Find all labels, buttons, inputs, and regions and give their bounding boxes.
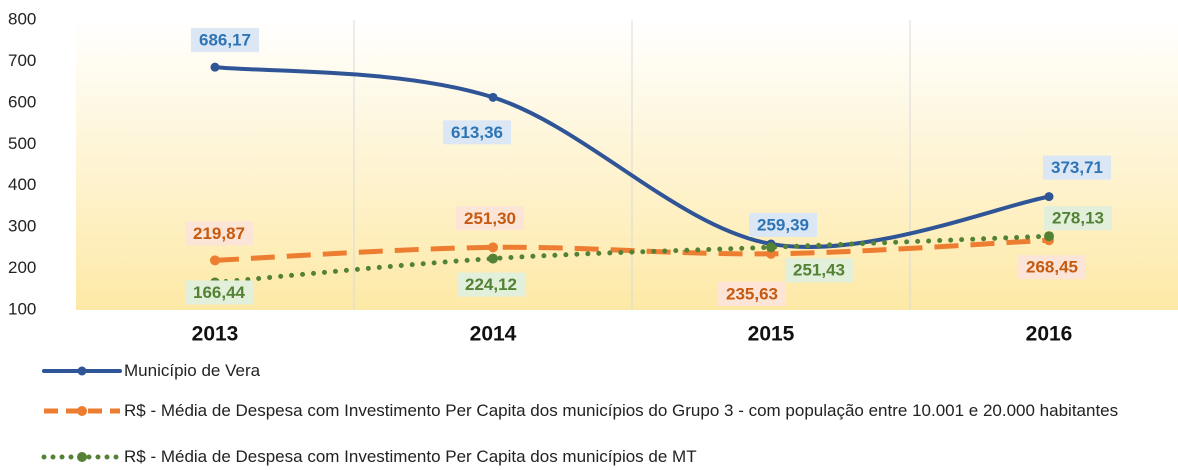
data-label-box [443,120,511,145]
chart: 100 200 300 400 500 600 700 800 2013 2014 2015 2016… [8,9,1178,346]
marker [210,62,220,72]
data-label: 235,63 [726,284,778,303]
data-label-box [456,206,524,231]
marker [766,242,776,253]
data-label-box [191,28,259,53]
y-tick-label: 400 [8,175,36,194]
y-tick-label: 700 [8,51,36,70]
data-label: 613,36 [451,123,503,142]
x-tick-label: 2016 [1026,323,1073,346]
data-label-box [1044,206,1112,231]
legend-marker [77,406,87,416]
marker [488,242,498,253]
data-label-box [1018,255,1086,280]
data-label: 259,39 [757,215,809,234]
series-line [213,65,1051,249]
data-label-box [718,281,786,306]
data-label-box [785,258,853,283]
legend-item: R$ - Média de Despesa com Investimento P… [40,448,697,466]
series-line [212,233,1052,285]
y-tick-label: 100 [8,299,36,318]
data-label-box [1043,155,1111,180]
y-tick-label: 200 [8,258,36,277]
x-tick-label: 2014 [470,323,517,346]
legend-label: Município de Vera [124,361,261,380]
legend-marker [77,452,87,462]
y-tick-label: 300 [8,217,36,236]
data-label-box [185,280,253,305]
legend-item: R$ - Média de Despesa com Investimento P… [40,402,1118,420]
marker [1044,192,1054,202]
data-label: 251,30 [464,209,516,228]
legend-swatch [41,452,123,462]
data-label-box [749,212,817,237]
data-label: 219,87 [193,224,245,243]
marker [488,253,498,264]
data-label-box [185,221,253,246]
y-tick-label: 600 [8,92,36,111]
x-tick-label: 2015 [748,323,795,346]
legend-label: R$ - Média de Despesa com Investimento P… [124,447,697,466]
data-label: 166,44 [193,283,246,302]
y-tick-label: 500 [8,134,36,153]
legend-label: R$ - Média de Despesa com Investimento P… [124,401,1119,420]
y-tick-label: 800 [8,9,36,28]
legend-swatch [44,406,120,416]
x-tick-label: 2013 [192,323,239,346]
marker [1044,231,1054,242]
data-label: 686,17 [199,31,251,50]
data-label-box [457,272,525,297]
data-label: 224,12 [465,275,517,294]
data-label: 373,71 [1051,158,1103,177]
marker [210,255,220,266]
legend-item: Município de Vera [40,362,260,380]
data-label: 278,13 [1052,209,1104,228]
legend-marker [77,366,87,376]
data-label: 268,45 [1026,258,1078,277]
plot-background [76,20,1178,310]
marker [488,92,498,102]
data-label: 251,43 [793,261,845,280]
legend-swatch [42,366,122,376]
